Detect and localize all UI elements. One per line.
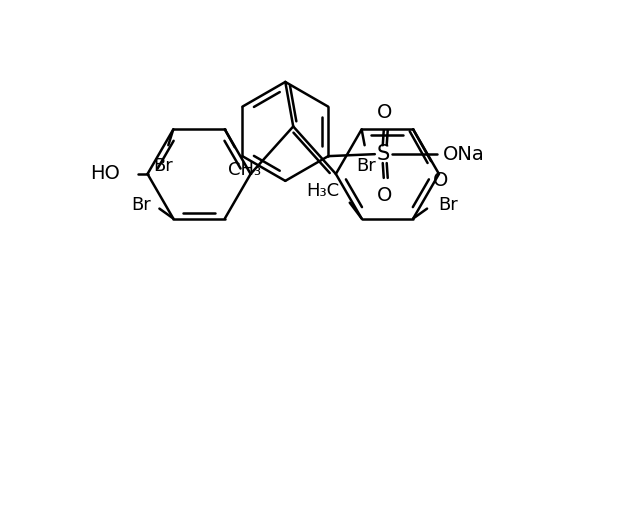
Text: Br: Br (356, 157, 376, 175)
Text: HO: HO (90, 165, 120, 184)
Text: Br: Br (132, 196, 152, 214)
Text: O: O (377, 103, 392, 122)
Text: Br: Br (154, 157, 173, 175)
Text: S: S (376, 144, 389, 164)
Text: ONa: ONa (443, 145, 485, 164)
Text: O: O (377, 186, 392, 205)
Text: O: O (433, 171, 449, 190)
Text: H₃C: H₃C (307, 182, 340, 200)
Text: CH₃: CH₃ (228, 161, 261, 179)
Text: Br: Br (438, 196, 458, 214)
